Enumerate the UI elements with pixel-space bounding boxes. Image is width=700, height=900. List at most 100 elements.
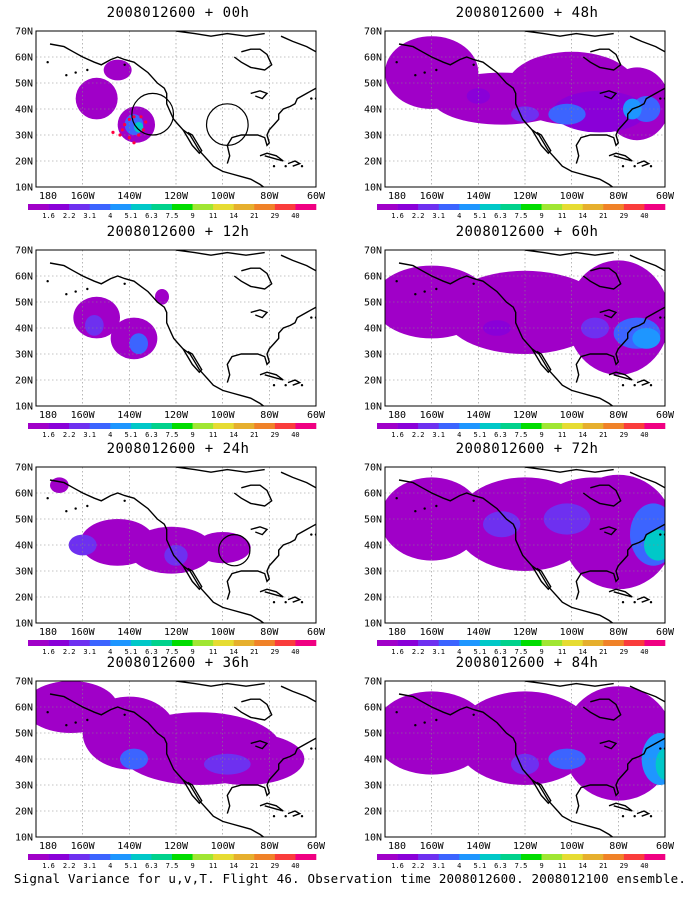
colorbar-segment	[192, 423, 214, 429]
plot-frame	[384, 466, 666, 624]
coastline	[250, 526, 269, 536]
lat-tick-label: 50N	[364, 298, 382, 309]
colorbar-segment	[295, 854, 317, 860]
flight-area-circle	[205, 103, 249, 147]
island	[414, 293, 417, 296]
lat-tick-label: 30N	[15, 781, 33, 792]
coastline	[226, 523, 316, 600]
colorbar-label: 2.2	[412, 862, 425, 870]
island	[633, 165, 636, 168]
variance-patch	[543, 503, 591, 535]
colorbar-segment	[48, 423, 70, 429]
panel-title: 2008012600 + 60h	[455, 224, 599, 240]
coastline	[182, 565, 203, 591]
colorbar-segment	[130, 204, 152, 210]
variance-patch	[644, 529, 665, 561]
panel-title: 2008012600 + 36h	[106, 655, 250, 671]
plot-frame	[35, 466, 317, 624]
colorbar-label: 29	[271, 862, 279, 870]
island	[284, 601, 287, 604]
colorbar-segment	[48, 204, 70, 210]
colorbar-segment	[28, 423, 49, 429]
colorbar-label: 21	[599, 212, 607, 220]
coastline	[629, 471, 665, 489]
colorbar-label: 9	[190, 431, 194, 439]
colorbar-segment	[500, 640, 522, 646]
coastline	[280, 471, 316, 489]
colorbar-label: 29	[620, 431, 628, 439]
lon-tick-label: 140W	[117, 410, 142, 421]
colorbar-segment	[192, 204, 214, 210]
colorbar-segment	[274, 204, 296, 210]
colorbar-segment	[213, 640, 235, 646]
coastline	[175, 31, 265, 37]
coastline	[531, 348, 552, 374]
island	[74, 71, 77, 74]
colorbar-segment	[69, 204, 91, 210]
coastline	[636, 379, 651, 386]
lon-tick-label: 100W	[560, 410, 585, 421]
island	[395, 280, 398, 283]
lon-tick-label: 60W	[307, 627, 326, 638]
island	[86, 68, 89, 72]
colorbar-segment	[233, 640, 255, 646]
island	[284, 384, 287, 387]
lon-tick-label: 160W	[420, 410, 445, 421]
lat-tick-label: 30N	[364, 350, 382, 361]
island	[395, 61, 398, 64]
colorbar-segment	[69, 854, 91, 860]
plot-frame	[35, 680, 317, 838]
colorbar-label: 7.5	[166, 648, 179, 656]
colorbar-label: 6.3	[494, 431, 507, 439]
lat-tick-label: 30N	[364, 131, 382, 142]
colorbar-label: 9	[539, 431, 543, 439]
island	[649, 815, 653, 818]
colorbar-label: 29	[271, 212, 279, 220]
coastline	[259, 802, 284, 812]
lat-tick-label: 60N	[15, 53, 33, 64]
colorbar-label: 14	[578, 648, 586, 656]
colorbar-label: 40	[640, 862, 648, 870]
colorbar-segment	[541, 640, 563, 646]
lon-tick-label: 180	[388, 191, 406, 202]
coastline	[582, 48, 622, 71]
island	[86, 287, 89, 291]
lon-tick-label: 80W	[260, 191, 279, 202]
coastline	[250, 740, 269, 750]
island	[649, 601, 653, 604]
lon-tick-label: 60W	[656, 841, 675, 852]
colorbar-segment	[623, 423, 645, 429]
colorbar-segment	[233, 423, 255, 429]
lon-tick-label: 80W	[260, 841, 279, 852]
colorbar-label: 14	[229, 862, 237, 870]
colorbar-segment	[644, 640, 666, 646]
variance-patch	[548, 748, 586, 770]
lon-tick-label: 60W	[307, 191, 326, 202]
lat-tick-label: 60N	[15, 489, 33, 500]
island	[472, 282, 475, 285]
colorbar-label: 40	[291, 212, 299, 220]
coastline	[608, 371, 633, 381]
variance-patch	[85, 315, 104, 336]
plot-frame	[384, 30, 666, 188]
panel-title: 2008012600 + 72h	[455, 441, 599, 457]
lat-tick-label: 40N	[15, 105, 33, 116]
coastline	[575, 306, 665, 383]
colorbar-segment	[438, 423, 460, 429]
colorbar-label: 3.1	[83, 862, 96, 870]
colorbar-segment	[541, 854, 563, 860]
island	[300, 165, 304, 168]
lon-tick-label: 160W	[71, 841, 96, 852]
lat-tick-label: 20N	[15, 157, 33, 168]
island	[659, 316, 662, 319]
coastline	[531, 565, 552, 591]
lat-tick-label: 50N	[15, 515, 33, 526]
lat-tick-label: 20N	[364, 593, 382, 604]
variance-patch	[204, 753, 251, 775]
lon-tick-label: 60W	[307, 410, 326, 421]
lat-tick-label: 30N	[364, 781, 382, 792]
colorbar-segment	[233, 854, 255, 860]
coastline	[280, 685, 316, 703]
map-panel-36h: 2008012600 + 36h 70N 60N 50N 40N 30N 20N 10N 18…	[8, 655, 348, 870]
colorbar-label: 2.2	[63, 648, 76, 656]
